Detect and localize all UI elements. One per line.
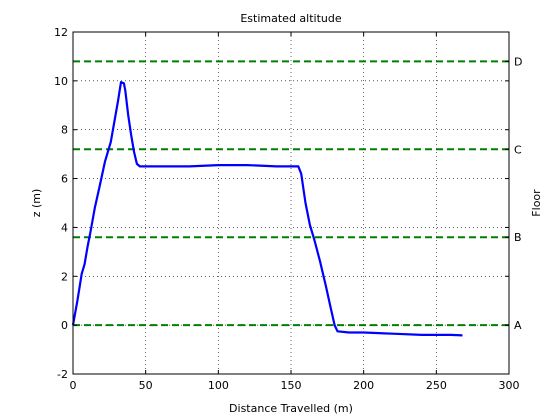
floor-axis-label: Floor <box>530 189 543 217</box>
y-tick-label: 6 <box>61 173 68 186</box>
y-tick-label: 10 <box>54 75 68 88</box>
x-tick-label: 200 <box>353 379 374 392</box>
y-axis-label: z (m) <box>30 189 43 218</box>
x-tick-label: 50 <box>139 379 153 392</box>
x-tick-label: 100 <box>208 379 229 392</box>
x-tick-label: 250 <box>426 379 447 392</box>
floor-reference-lines <box>73 60 509 327</box>
y-tick-label: 4 <box>61 221 68 234</box>
x-axis-label: Distance Travelled (m) <box>229 402 353 415</box>
y-tick-label: 8 <box>61 124 68 137</box>
x-tick-label: 150 <box>281 379 302 392</box>
y-tick-label: 12 <box>54 26 68 39</box>
floor-label-b: B <box>514 231 522 244</box>
x-tick-label: 0 <box>70 379 77 392</box>
y-tick-label: -2 <box>57 368 68 381</box>
x-axis: 0 50 100 150 200 250 300 <box>70 32 520 392</box>
series-layer <box>71 81 463 337</box>
floor-label-d: D <box>514 55 522 68</box>
chart-title: Estimated altitude <box>240 12 341 25</box>
y-tick-label: 0 <box>61 319 68 332</box>
x-tick-label: 300 <box>499 379 520 392</box>
altitude-series-line <box>71 81 463 337</box>
floor-axis: A B C D <box>505 55 522 332</box>
y-tick-label: 2 <box>61 270 68 283</box>
plot-area <box>73 32 509 374</box>
floor-label-a: A <box>514 319 522 332</box>
floor-label-c: C <box>514 143 522 156</box>
